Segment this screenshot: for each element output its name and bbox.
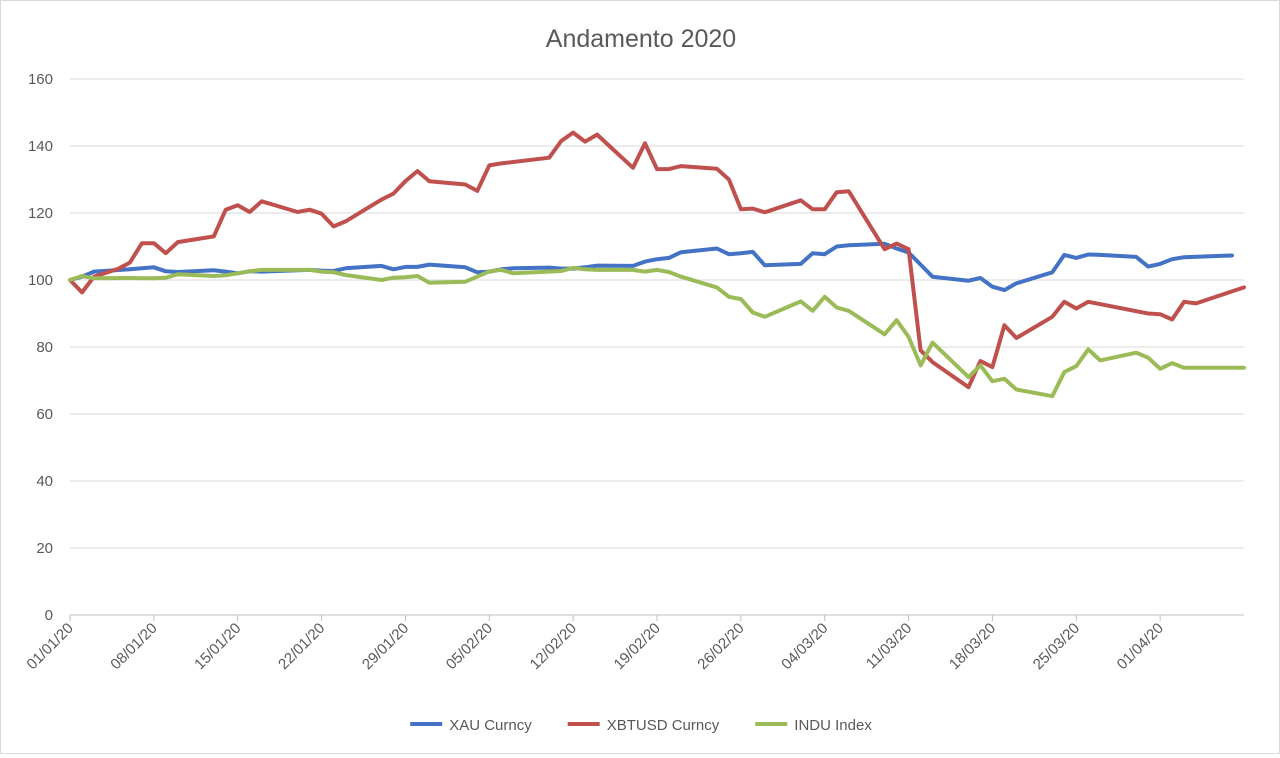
legend-label: XBTUSD Curncy xyxy=(607,717,720,734)
x-tick-label: 04/03/20 xyxy=(778,620,831,673)
y-tick-label: 140 xyxy=(28,138,53,155)
x-tick-label: 15/01/20 xyxy=(191,620,244,673)
x-tick-label: 05/02/20 xyxy=(443,620,496,673)
x-tick-label: 08/01/20 xyxy=(107,620,160,673)
series-line-1 xyxy=(68,241,1234,293)
y-tick-label: 20 xyxy=(36,540,53,557)
x-tick-label: 26/02/20 xyxy=(694,620,747,673)
x-tick-label: 25/03/20 xyxy=(1030,620,1083,673)
x-tick-label: 19/02/20 xyxy=(611,620,664,673)
y-tick-label: 0 xyxy=(45,607,53,624)
y-tick-label: 120 xyxy=(28,205,53,222)
x-tick-label: 22/01/20 xyxy=(275,620,328,673)
legend: XAU Curncy XBTUSD Curncy INDU Index xyxy=(410,717,872,734)
legend-item: INDU Index xyxy=(755,717,872,734)
legend-label: XAU Curncy xyxy=(449,717,532,734)
y-tick-label: 100 xyxy=(28,272,53,289)
gridlines xyxy=(70,78,1244,549)
x-tick-label: 11/03/20 xyxy=(863,620,916,673)
x-tick-label: 18/03/20 xyxy=(946,620,999,673)
x-tick-label: 12/02/20 xyxy=(527,620,580,673)
y-tick-label: 60 xyxy=(36,406,53,423)
y-tick-label: 80 xyxy=(36,339,53,356)
series-line-3 xyxy=(68,265,1246,399)
series-line-2 xyxy=(68,130,1246,390)
legend-item: XAU Curncy xyxy=(410,717,532,734)
x-tick-label: 29/01/20 xyxy=(359,620,412,673)
legend-item: XBTUSD Curncy xyxy=(567,717,720,734)
y-tick-label: 160 xyxy=(28,71,53,88)
series-lines xyxy=(68,130,1246,399)
x-tick-label: 01/04/20 xyxy=(1114,620,1167,673)
x-tick-label: 01/01/20 xyxy=(24,620,77,673)
y-axis-ticks: 0 20 40 60 80 100 120 140 160 xyxy=(28,71,53,624)
y-tick-label: 40 xyxy=(36,473,53,490)
chart-title: Andamento 2020 xyxy=(546,25,736,53)
x-axis-ticks: 01/01/20 08/01/20 15/01/20 22/01/20 29/01/20… xyxy=(24,615,1167,673)
legend-label: INDU Index xyxy=(794,717,872,734)
